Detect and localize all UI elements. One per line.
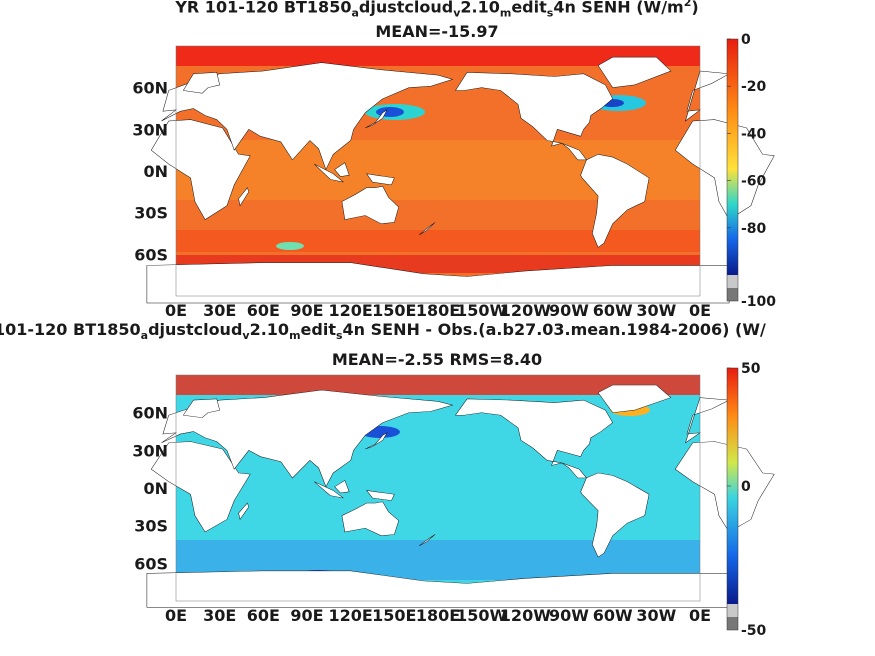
plot-frame: [175, 45, 701, 297]
southern-band: [176, 230, 700, 252]
x-tick-label: 60E: [247, 301, 280, 320]
chart-2-map: [146, 374, 775, 609]
chart-2-subtitle: MEAN=-2.55 RMS=8.40: [331, 350, 543, 369]
colorbar-under-dark: [727, 617, 738, 630]
x-tick-label: 150W: [456, 606, 507, 625]
colorbar-tick-label: -80: [741, 221, 767, 237]
y-tick-label: 0N: [143, 162, 168, 181]
colorbar-tick-label: -60: [741, 174, 767, 190]
colorbar-under-dark: [727, 288, 738, 301]
y-tick-label: 0N: [143, 479, 168, 498]
colorbar-under-light: [727, 275, 738, 288]
kuroshio-core: [376, 107, 404, 117]
high-lat-band: [176, 46, 700, 66]
chart-2-colorbar: [726, 367, 739, 631]
x-tick-label: 0E: [165, 301, 187, 320]
arctic-band: [176, 375, 700, 395]
x-tick-label: 120W: [500, 301, 551, 320]
x-tick-label: 150W: [456, 301, 507, 320]
y-tick-label: 30N: [132, 120, 168, 139]
colorbar-frame: [726, 367, 739, 631]
southern-feature: [276, 242, 304, 250]
y-tick-label: 60S: [134, 245, 168, 264]
x-tick-label: 150E: [372, 301, 416, 320]
colorbar-tick-label: 0: [741, 479, 751, 495]
chart-1-title: YR 101-120 BT1850adjustcloudv2.10medits4…: [175, 0, 699, 20]
colorbar-gradient: [727, 39, 738, 275]
x-tick-label: 120W: [500, 606, 551, 625]
x-tick-label: 0E: [689, 301, 711, 320]
colorbar-tick-label: -20: [741, 79, 767, 95]
colorbar-tick-label: 50: [741, 361, 761, 377]
x-tick-label: 180E: [416, 301, 460, 320]
chart-2-title: 101-120 BT1850adjustcloudv2.10medits4n S…: [0, 320, 766, 343]
chart-1-map: [146, 45, 775, 304]
x-tick-label: 0E: [165, 606, 187, 625]
x-tick-label: 90W: [549, 606, 589, 625]
colorbar-gradient: [727, 368, 738, 604]
x-tick-label: 150E: [372, 606, 416, 625]
chart-1-colorbar: [726, 38, 739, 302]
x-tick-label: 0E: [689, 606, 711, 625]
y-tick-label: 30S: [134, 204, 168, 223]
x-tick-label: 90E: [290, 606, 323, 625]
chart-1-subtitle: MEAN=-15.97: [375, 22, 499, 41]
x-tick-label: 30E: [203, 301, 236, 320]
colorbar-tick-label: -50: [741, 623, 767, 639]
x-tick-label: 60W: [593, 606, 633, 625]
x-tick-label: 30W: [636, 301, 676, 320]
x-tick-label: 60W: [593, 301, 633, 320]
x-tick-label: 90W: [549, 301, 589, 320]
x-tick-label: 120E: [329, 606, 373, 625]
x-tick-label: 90E: [290, 301, 323, 320]
y-tick-label: 60N: [132, 79, 168, 98]
colorbar-under-light: [727, 604, 738, 617]
x-tick-label: 30W: [636, 606, 676, 625]
colorbar-tick-label: -100: [741, 294, 776, 310]
y-tick-label: 30S: [134, 517, 168, 536]
colorbar-frame: [726, 38, 739, 302]
x-tick-label: 30E: [203, 606, 236, 625]
y-tick-label: 60N: [132, 404, 168, 423]
x-tick-label: 180E: [416, 606, 460, 625]
colorbar-tick-label: -40: [741, 126, 767, 142]
y-tick-label: 30N: [132, 441, 168, 460]
y-tick-label: 60S: [134, 554, 168, 573]
colorbar-tick-label: 0: [741, 32, 751, 48]
x-tick-label: 60E: [247, 606, 280, 625]
x-tick-label: 120E: [329, 301, 373, 320]
plot-frame: [175, 374, 701, 602]
